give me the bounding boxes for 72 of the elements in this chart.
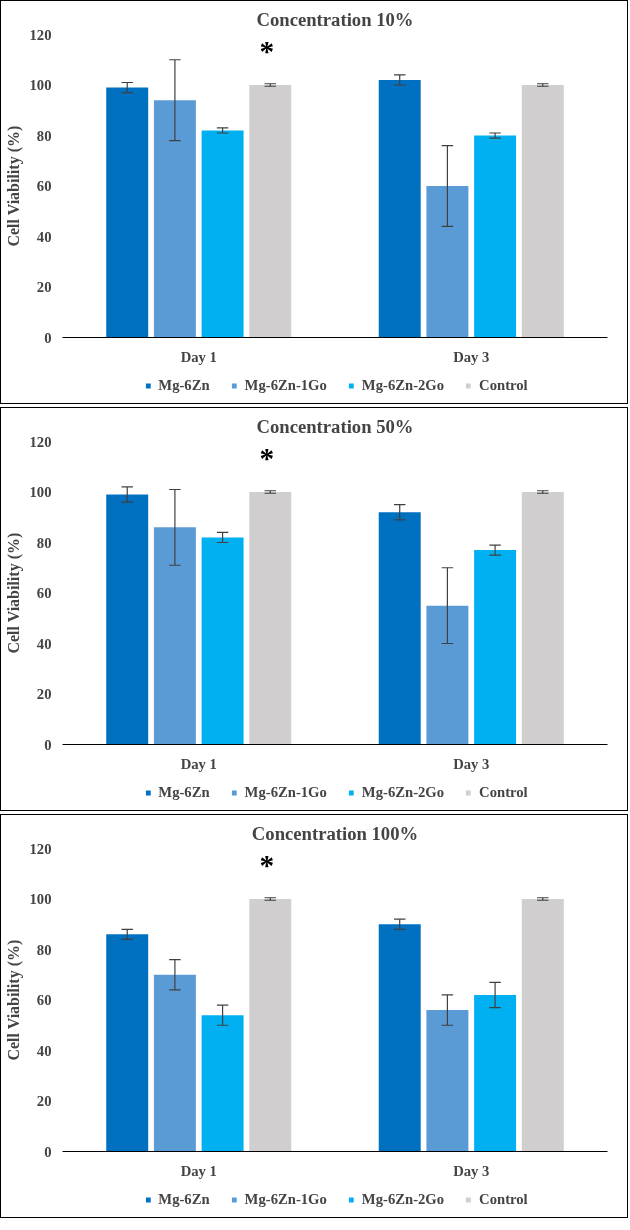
x-tick-label: Day 3 (453, 1162, 490, 1179)
bar (521, 492, 564, 745)
bar (153, 527, 196, 745)
legend-label: Control (479, 1190, 528, 1208)
y-tick-label: 0 (44, 329, 52, 346)
annotation: * (259, 441, 275, 474)
bar (106, 934, 149, 1152)
legend-label: Mg-6Zn-1Go (244, 376, 327, 394)
legend-label: Mg-6Zn-2Go (361, 783, 445, 801)
legend-label: Mg-6Zn-2Go (361, 376, 445, 394)
chart-title: Concentration 100% (251, 822, 419, 844)
y-tick-label: 80 (36, 941, 52, 958)
bar (201, 1015, 244, 1152)
y-tick-label: 60 (36, 178, 52, 194)
y-tick-label: 100 (29, 891, 52, 907)
y-tick-label: 80 (36, 534, 52, 551)
legend-label: Mg-6Zn-2Go (361, 1190, 445, 1208)
legend-label: Mg-6Zn (158, 1190, 210, 1208)
bar (106, 494, 149, 745)
y-tick-label: 20 (36, 1093, 52, 1109)
bar (106, 87, 149, 338)
legend-label: Mg-6Zn-1Go (244, 783, 327, 801)
y-tick-label: 20 (36, 686, 52, 702)
bar (153, 974, 196, 1152)
y-axis-title: Cell Viability (%) (4, 125, 23, 247)
y-axis-title: Cell Viability (%) (4, 532, 23, 654)
bar (249, 85, 292, 338)
y-tick-label: 120 (29, 840, 52, 857)
y-tick-label: 40 (36, 228, 52, 245)
annotation: * (259, 848, 275, 881)
bar (249, 492, 292, 745)
y-tick-label: 100 (29, 77, 52, 93)
legend-label: Control (479, 783, 528, 801)
bar (378, 512, 421, 745)
y-tick-label: 100 (29, 484, 52, 500)
y-tick-label: 20 (36, 279, 52, 295)
y-axis-title: Cell Viability (%) (4, 939, 23, 1061)
x-tick-label: Day 1 (180, 1162, 217, 1179)
x-tick-label: Day 3 (453, 755, 490, 772)
chart-title: Concentration 10% (256, 8, 414, 30)
legend-label: Control (479, 376, 528, 394)
legend-label: Mg-6Zn (158, 783, 210, 801)
bar (474, 135, 517, 338)
y-tick-label: 40 (36, 635, 52, 652)
legend-label: Mg-6Zn-1Go (244, 1190, 327, 1208)
y-tick-label: 0 (44, 736, 52, 753)
bar (378, 924, 421, 1152)
bar (521, 85, 564, 338)
legend-label: Mg-6Zn (158, 376, 210, 394)
bar (426, 186, 469, 338)
bar (201, 537, 244, 745)
bar (153, 100, 196, 338)
y-tick-label: 0 (44, 1143, 52, 1160)
bar (426, 1010, 469, 1152)
bar (474, 994, 517, 1152)
bar (426, 605, 469, 745)
x-tick-label: Day 3 (453, 348, 490, 365)
x-tick-label: Day 1 (180, 755, 217, 772)
bar (378, 79, 421, 338)
chart-title: Concentration 50% (256, 415, 414, 437)
y-tick-label: 120 (29, 433, 52, 450)
annotation: * (259, 34, 275, 67)
y-tick-label: 80 (36, 127, 52, 144)
y-tick-label: 60 (36, 585, 52, 601)
bar (249, 899, 292, 1152)
y-tick-label: 40 (36, 1042, 52, 1059)
y-tick-label: 60 (36, 992, 52, 1008)
x-tick-label: Day 1 (180, 348, 217, 365)
bar (201, 130, 244, 338)
y-tick-label: 120 (29, 26, 52, 43)
bar (521, 899, 564, 1152)
bar (474, 550, 517, 745)
